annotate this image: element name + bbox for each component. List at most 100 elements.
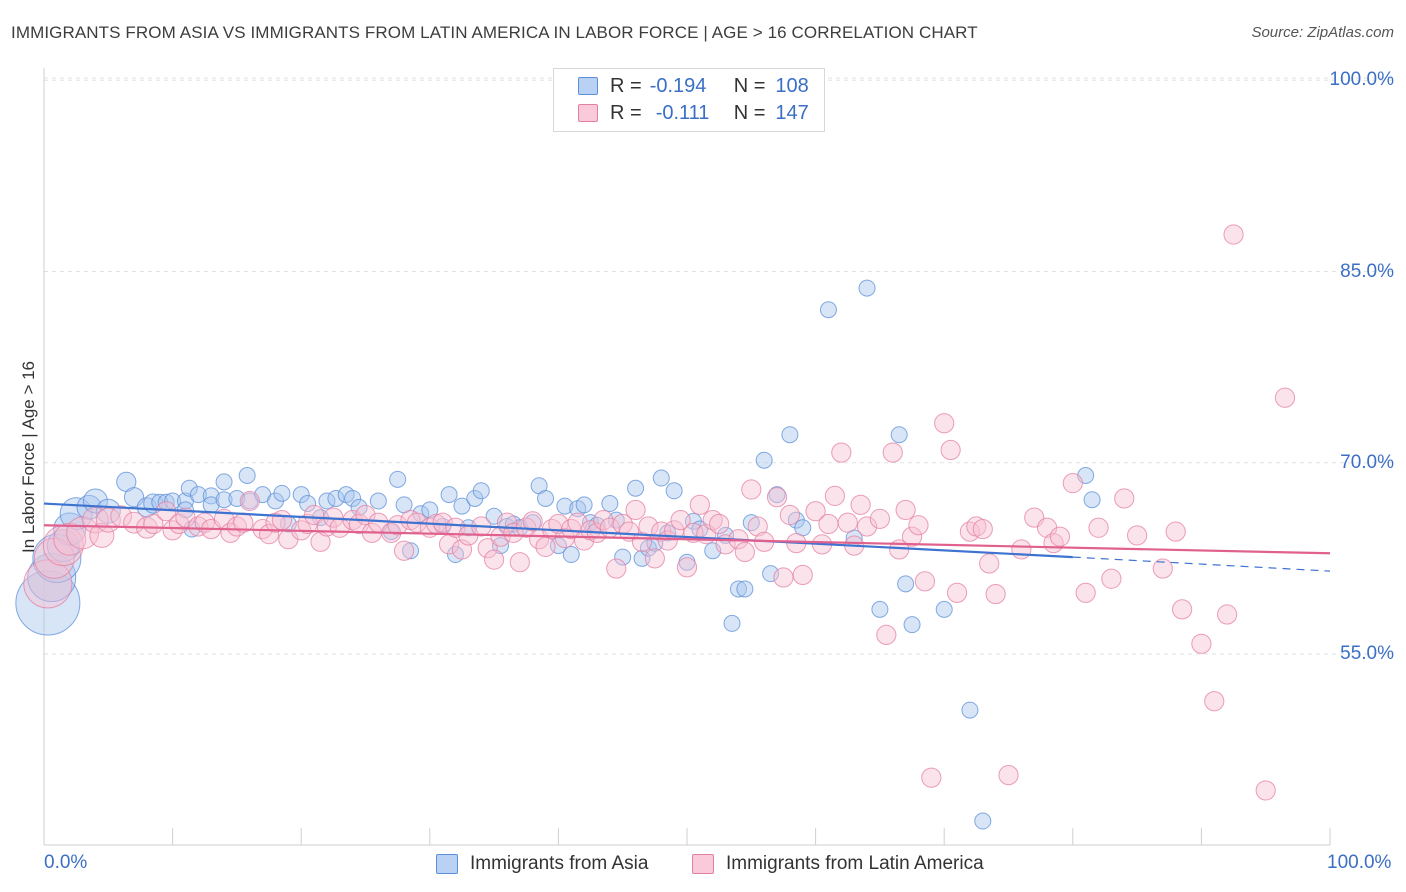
- latin-america-point: [1204, 691, 1225, 712]
- latin-america-point: [901, 526, 923, 547]
- asia-point: [273, 484, 291, 502]
- y-axis-title: In Labor Force | Age > 16: [19, 360, 38, 554]
- latin-america-point: [1217, 604, 1238, 625]
- latin-america-point: [876, 624, 897, 645]
- latin-america-point: [908, 515, 929, 536]
- asia-point: [858, 279, 876, 297]
- correlation-legend: R = -0.194 N = 108 R = -0.111 N = 147: [553, 68, 825, 132]
- legend-r-label: R =: [610, 101, 642, 124]
- chart-title: IMMIGRANTS FROM ASIA VS IMMIGRANTS FROM …: [11, 23, 978, 42]
- latin-america-point: [1152, 558, 1173, 579]
- asia-point: [974, 812, 992, 830]
- legend-n-value: 147: [775, 101, 809, 124]
- latin-america-point: [831, 442, 852, 463]
- latin-america-point: [979, 553, 1000, 574]
- latin-america-point: [194, 512, 215, 533]
- asia-point: [344, 489, 362, 507]
- legend-r-value: -0.111: [655, 101, 710, 124]
- latin-america-point: [946, 582, 968, 603]
- bottom-legend-label-latin-america: Immigrants from Latin America: [726, 853, 984, 874]
- latin-america-point: [1274, 387, 1296, 408]
- latin-america-trend-line: [43, 524, 1331, 555]
- asia-point: [755, 451, 773, 469]
- y-tick-label: 55.0%: [1340, 643, 1394, 664]
- latin-america-point: [1172, 599, 1193, 620]
- latin-america-point: [631, 531, 653, 552]
- asia-point: [440, 486, 458, 504]
- latin-america-point: [773, 567, 794, 588]
- asia-point: [575, 496, 593, 514]
- bottom-legend-swatch-asia: [436, 854, 458, 874]
- latin-america-point: [484, 549, 505, 570]
- latin-america-point: [824, 485, 845, 506]
- asia-point: [46, 529, 80, 563]
- latin-america-point: [998, 765, 1019, 786]
- latin-america-point: [188, 516, 209, 537]
- latin-america-point: [1011, 539, 1032, 560]
- latin-america-point: [779, 504, 800, 526]
- legend-row-asia: R = -0.194 N = 108: [554, 73, 809, 99]
- latin-america-point: [1127, 525, 1148, 546]
- bottom-legend-swatch-latin-america: [692, 854, 714, 874]
- legend-r-value: -0.194: [649, 74, 707, 97]
- latin-america-point: [921, 767, 942, 788]
- latin-america-point: [1191, 633, 1212, 654]
- bottom-legend-asia: Immigrants from Asia: [436, 852, 648, 876]
- latin-america-point: [1255, 780, 1276, 801]
- bottom-legend-label-asia: Immigrants from Asia: [470, 853, 649, 874]
- latin-america-point: [856, 516, 878, 537]
- latin-america-point: [432, 512, 453, 533]
- latin-america-point: [670, 510, 691, 531]
- asia-point: [781, 426, 799, 444]
- latin-america-point: [1165, 521, 1186, 542]
- asia-point: [935, 600, 953, 618]
- latin-america-point: [477, 538, 498, 559]
- legend-swatch-latin-america: [578, 104, 598, 122]
- latin-america-point: [509, 552, 530, 573]
- latin-america-point: [702, 510, 723, 531]
- latin-america-point: [1223, 224, 1244, 245]
- y-tick-label: 70.0%: [1340, 451, 1394, 473]
- latin-america-point: [606, 558, 627, 579]
- latin-america-point: [162, 520, 183, 541]
- latin-america-point: [89, 522, 115, 548]
- latin-america-point: [23, 559, 73, 609]
- asia-point: [402, 542, 420, 560]
- asia-point: [614, 548, 632, 566]
- latin-america-point: [689, 494, 710, 515]
- asia-point: [164, 492, 182, 510]
- legend-n-label: N =: [733, 101, 766, 124]
- latin-america-point: [837, 512, 858, 533]
- asia-point: [472, 482, 490, 500]
- asia-point: [768, 486, 786, 504]
- asia-point: [327, 489, 345, 507]
- latin-america-point: [934, 413, 955, 434]
- latin-america-point: [33, 537, 75, 579]
- latin-america-point: [805, 501, 826, 522]
- latin-america-point: [869, 508, 891, 529]
- asia-point: [652, 469, 670, 487]
- asia-point: [32, 533, 82, 583]
- asia-point: [961, 701, 979, 719]
- latin-america-point: [914, 571, 936, 592]
- asia-point: [215, 491, 233, 509]
- chart-source: Source: ZipAtlas.com: [1251, 24, 1394, 41]
- asia-point: [1083, 491, 1101, 509]
- latin-america-point: [709, 513, 730, 535]
- asia-point: [903, 616, 921, 634]
- asia-point: [492, 537, 510, 555]
- asia-point: [180, 479, 198, 497]
- x-tick-label-max: 100.0%: [1327, 852, 1392, 873]
- latin-america-point: [535, 536, 556, 558]
- latin-america-point: [522, 511, 543, 532]
- legend-r-label: R =: [610, 74, 642, 97]
- asia-point: [299, 495, 317, 513]
- asia-point: [215, 473, 233, 491]
- latin-america-point: [1088, 517, 1109, 538]
- latin-america-point: [239, 490, 260, 512]
- asia-point: [723, 614, 741, 632]
- latin-america-point: [818, 513, 839, 535]
- asia-point: [369, 492, 387, 510]
- x-tick-label-min: 0.0%: [44, 852, 88, 873]
